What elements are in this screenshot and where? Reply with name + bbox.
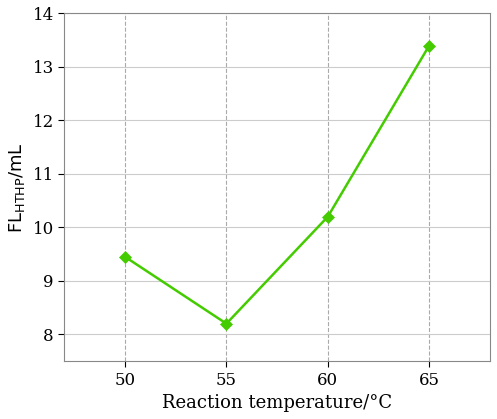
X-axis label: Reaction temperature/°C: Reaction temperature/°C <box>162 394 392 412</box>
Y-axis label: $\mathrm{FL_{HTHP}/mL}$: $\mathrm{FL_{HTHP}/mL}$ <box>7 142 27 233</box>
